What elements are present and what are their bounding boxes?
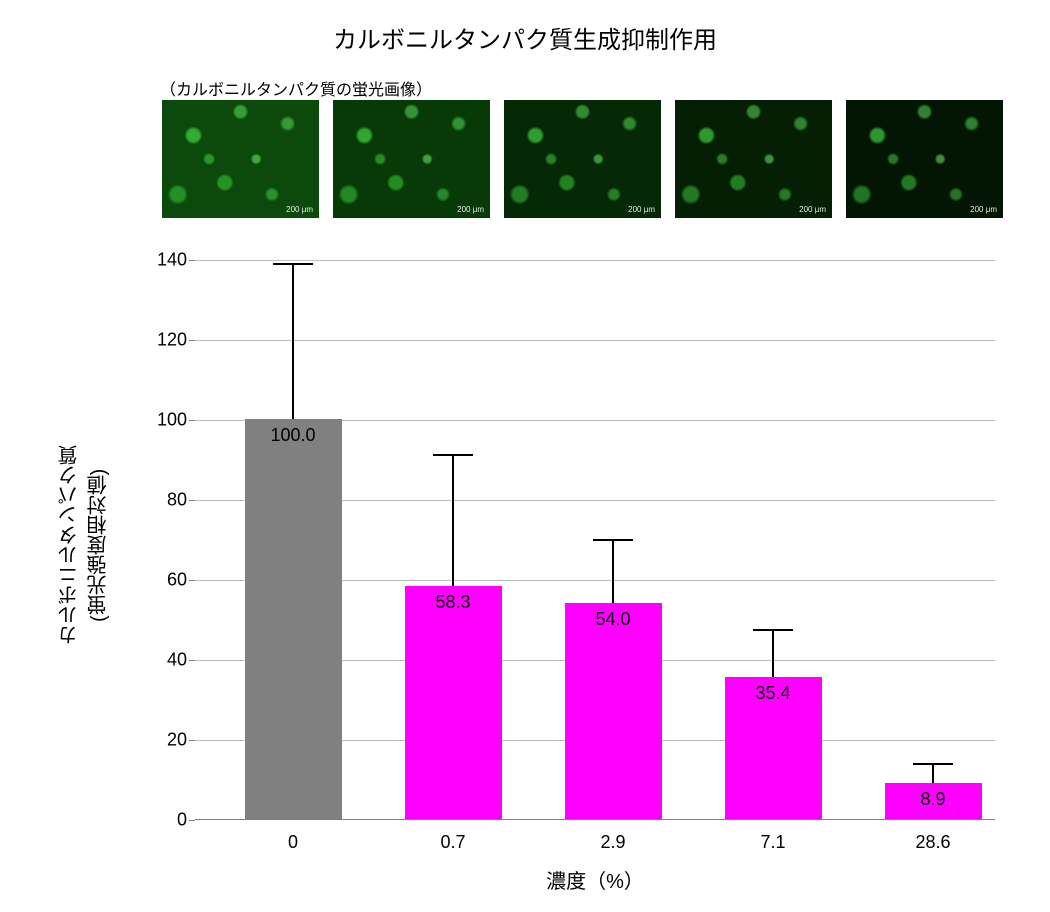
bar-value-label: 54.0 <box>565 609 662 630</box>
y-tick-mark <box>189 260 195 261</box>
gridline <box>195 340 995 341</box>
y-axis-label-line1: カルボニルタンパク質 <box>59 445 81 645</box>
fluorescence-image: 200 μm <box>504 100 661 218</box>
error-bar-cap <box>753 629 793 631</box>
y-tick-label: 20 <box>147 730 187 751</box>
x-tick-label: 0 <box>288 832 298 853</box>
bar: 54.0 <box>565 603 662 819</box>
figure-container: カルボニルタンパク質生成抑制作用 （カルボニルタンパク質の蛍光画像） 200 μ… <box>0 0 1050 912</box>
x-tick-label: 7.1 <box>760 832 785 853</box>
fluorescence-image: 200 μm <box>162 100 319 218</box>
image-caption: （カルボニルタンパク質の蛍光画像） <box>160 76 432 100</box>
y-tick-label: 140 <box>147 250 187 271</box>
error-bar-line <box>612 539 614 603</box>
error-bar-line <box>772 629 774 677</box>
y-tick-label: 60 <box>147 570 187 591</box>
y-tick-label: 100 <box>147 410 187 431</box>
bar: 35.4 <box>725 677 822 819</box>
x-tick-label: 0.7 <box>440 832 465 853</box>
fluorescence-image: 200 μm <box>846 100 1003 218</box>
scale-bar-label: 200 μm <box>799 205 826 214</box>
y-tick-label: 120 <box>147 330 187 351</box>
fluorescence-image: 200 μm <box>675 100 832 218</box>
y-tick-label: 0 <box>147 810 187 831</box>
y-tick-mark <box>189 420 195 421</box>
error-bar-cap <box>913 763 953 765</box>
x-tick-label: 2.9 <box>600 832 625 853</box>
error-bar-line <box>292 263 294 419</box>
error-bar-cap <box>433 454 473 456</box>
chart-title: カルボニルタンパク質生成抑制作用 <box>0 20 1050 55</box>
y-tick-mark <box>189 660 195 661</box>
bar-value-label: 8.9 <box>885 789 982 810</box>
bar: 100.0 <box>245 419 342 819</box>
y-tick-mark <box>189 820 195 821</box>
y-tick-mark <box>189 740 195 741</box>
scale-bar-label: 200 μm <box>970 205 997 214</box>
bar: 8.9 <box>885 783 982 819</box>
bar-value-label: 35.4 <box>725 683 822 704</box>
error-bar-line <box>932 763 934 783</box>
y-axis-label-line2: (蛍光強度相対値) <box>88 468 110 621</box>
bar-value-label: 58.3 <box>405 592 502 613</box>
bar: 58.3 <box>405 586 502 819</box>
scale-bar-label: 200 μm <box>457 205 484 214</box>
x-axis-label: 濃度（%） <box>195 865 995 894</box>
y-axis-label: カルボニルタンパク質 (蛍光強度相対値) <box>55 360 113 730</box>
error-bar-cap <box>273 263 313 265</box>
gridline <box>195 260 995 261</box>
error-bar-cap <box>593 539 633 541</box>
fluorescence-image: 200 μm <box>333 100 490 218</box>
scale-bar-label: 200 μm <box>286 205 313 214</box>
error-bar-line <box>452 454 454 586</box>
bar-value-label: 100.0 <box>245 425 342 446</box>
scale-bar-label: 200 μm <box>628 205 655 214</box>
chart-plot-area: 020406080100120140100.0058.30.754.02.935… <box>195 260 995 820</box>
y-tick-mark <box>189 340 195 341</box>
y-tick-label: 40 <box>147 650 187 671</box>
y-tick-label: 80 <box>147 490 187 511</box>
y-tick-mark <box>189 500 195 501</box>
fluorescence-image-row: 200 μm 200 μm 200 μm 200 μm 200 μm <box>162 100 1003 218</box>
y-tick-mark <box>189 580 195 581</box>
chart-grid: 020406080100120140100.0058.30.754.02.935… <box>195 260 995 820</box>
x-tick-label: 28.6 <box>915 832 950 853</box>
